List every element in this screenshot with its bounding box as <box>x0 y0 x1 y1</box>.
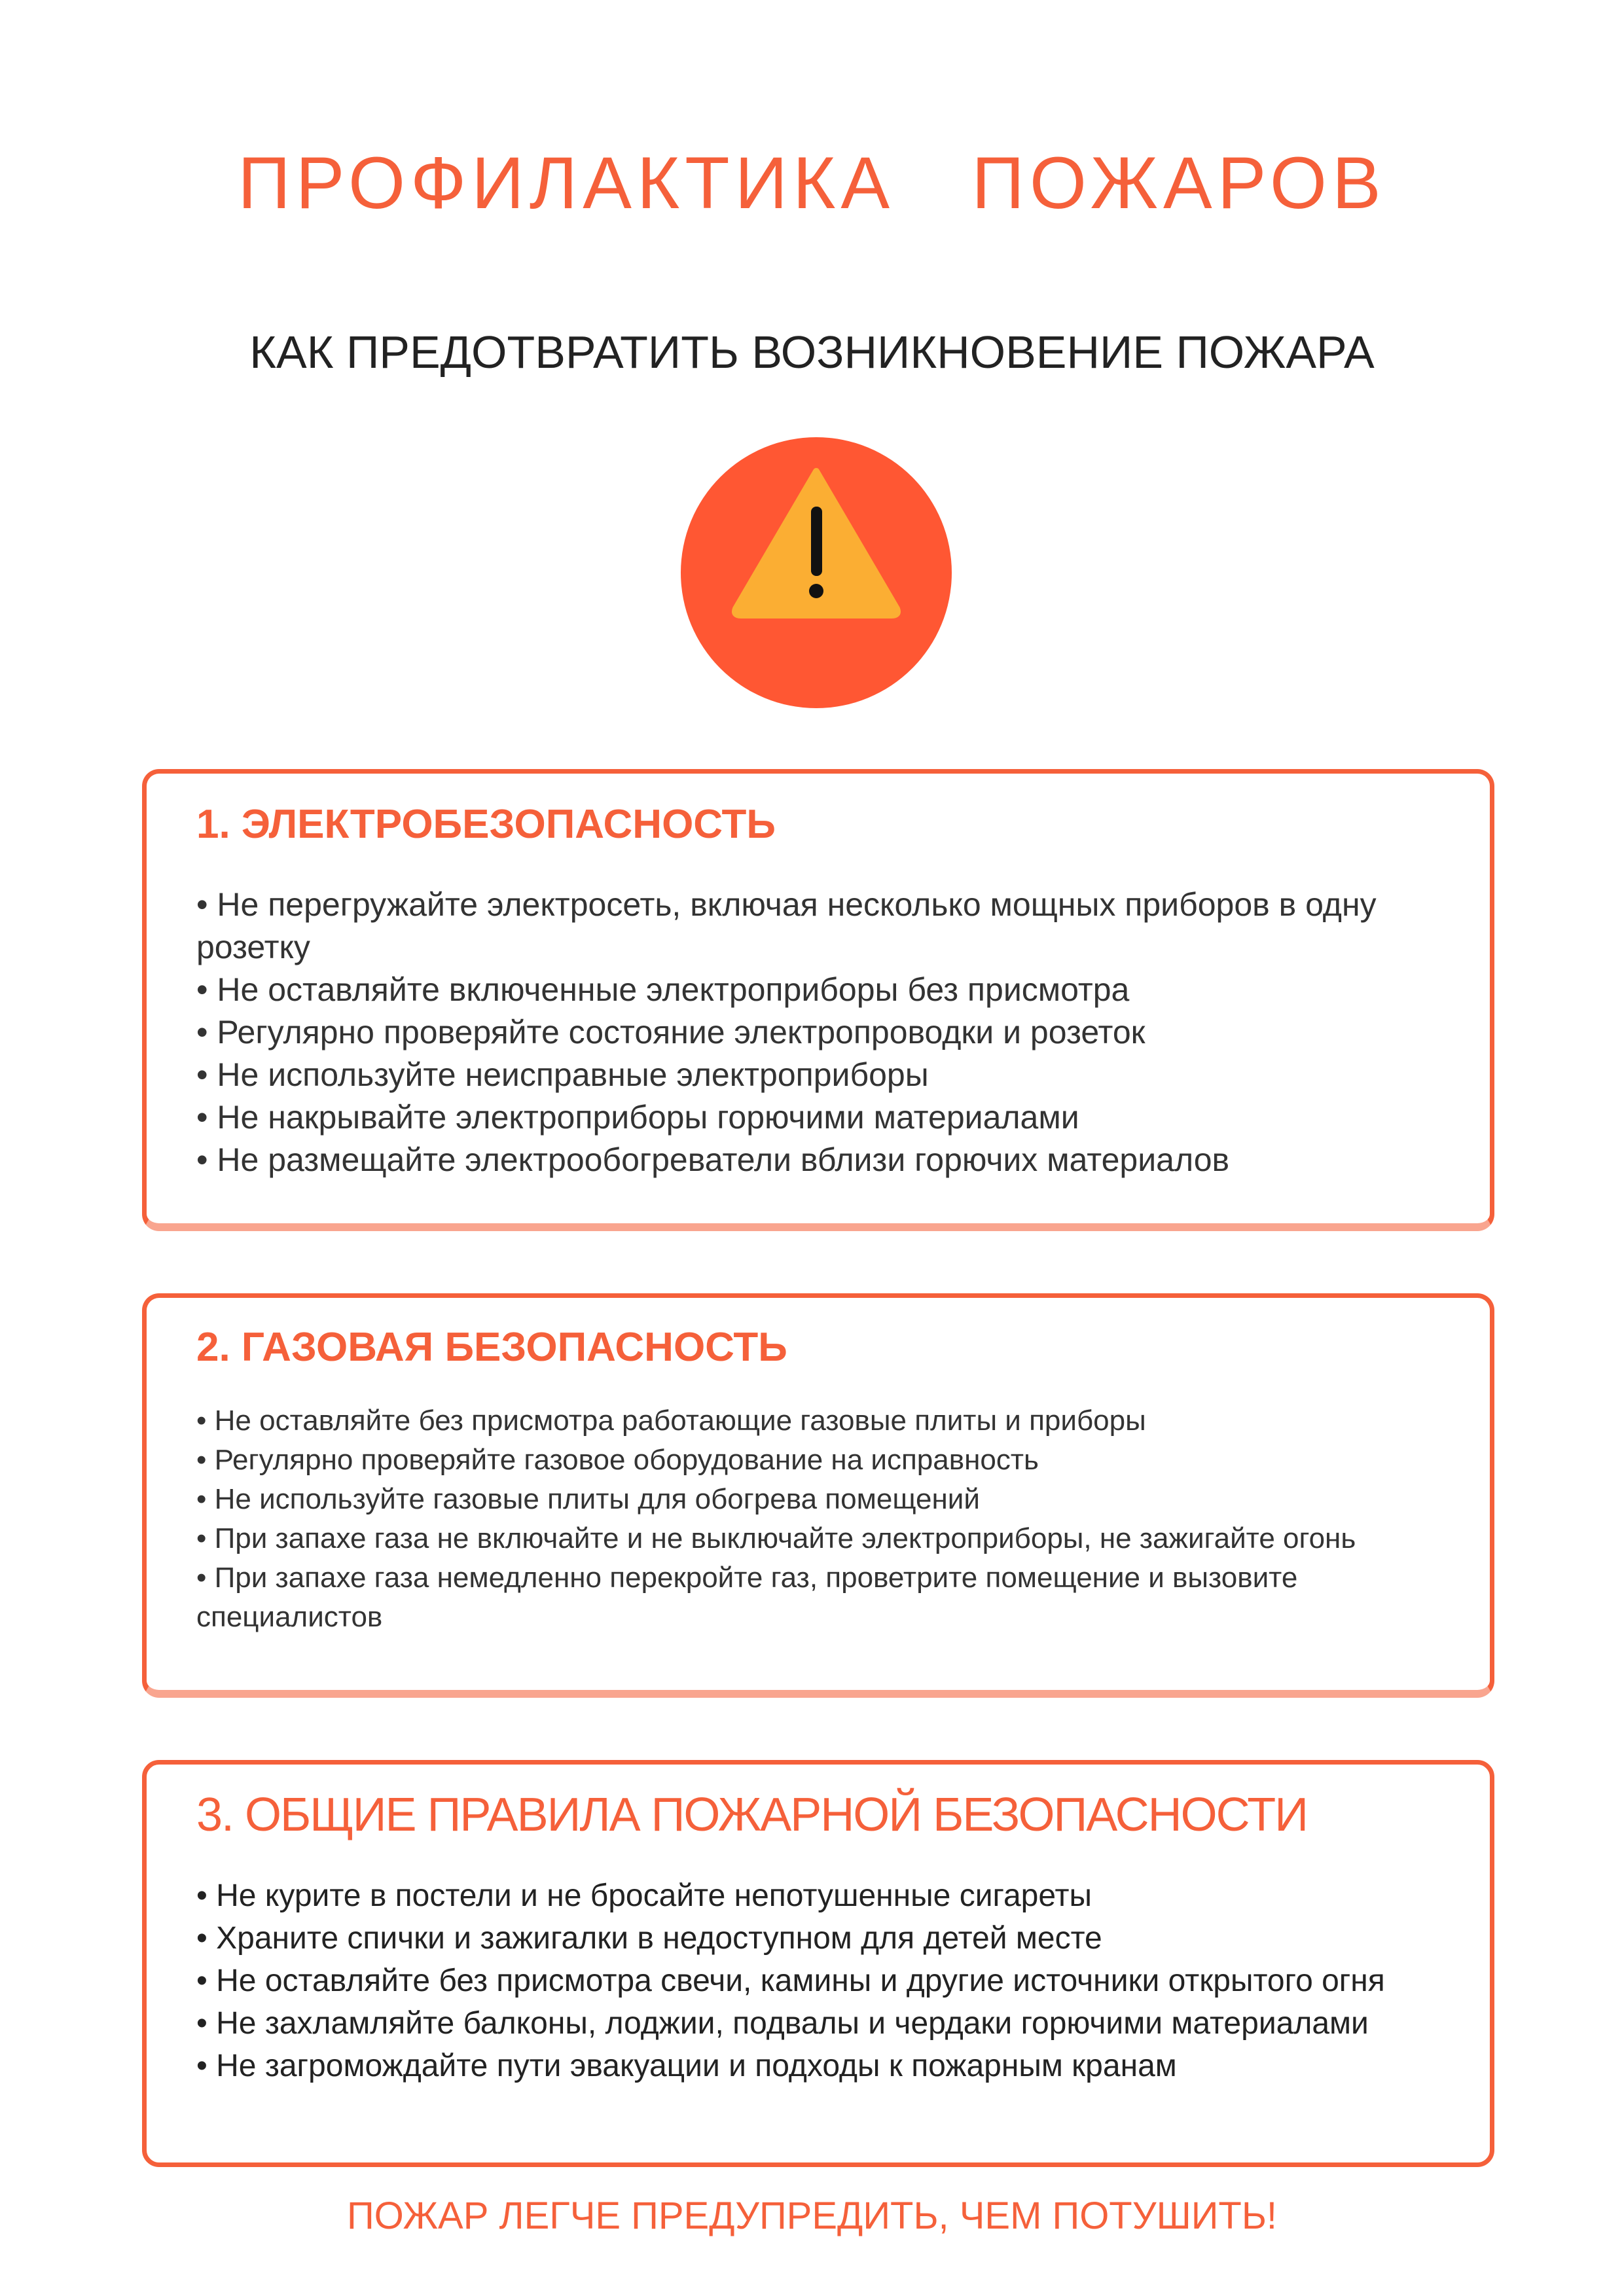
list-item: • При запахе газа немедленно перекройте … <box>196 1562 1298 1633</box>
list-item: • Регулярно проверяйте газовое оборудова… <box>196 1444 1039 1476</box>
section-heading: 2. ГАЗОВАЯ БЕЗОПАСНОСТЬ <box>196 1325 787 1370</box>
footer-slogan: ПОЖАР ЛЕГЧЕ ПРЕДУПРЕДИТЬ, ЧЕМ ПОТУШИТЬ! <box>346 2195 1278 2237</box>
page-title: ПРОФИЛАКТИКА ПОЖАРОВ <box>238 142 1386 224</box>
rule-list: • Не курите в постели и не бросайте непо… <box>196 1874 1451 2087</box>
section-electrical-safety: 1. ЭЛЕКТРОБЕЗОПАСНОСТЬ • Не перегружайте… <box>142 769 1494 1231</box>
list-item: • Не используйте газовые плиты для обогр… <box>196 1483 980 1515</box>
list-item: • Храните спички и зажигалки в недоступн… <box>196 1921 1102 1956</box>
list-item: • Не оставляйте без присмотра свечи, кам… <box>196 1964 1385 1998</box>
list-item: • Не перегружайте электросеть, включая н… <box>196 886 1377 965</box>
rule-list: • Не оставляйте без присмотра работающие… <box>196 1401 1451 1637</box>
list-item: • Не загромождайте пути эвакуации и подх… <box>196 2049 1177 2083</box>
rule-list: • Не перегружайте электросеть, включая н… <box>196 884 1451 1181</box>
list-item: • Не накрывайте электроприборы горючими … <box>196 1099 1079 1136</box>
section-general-rules: 3. ОБЩИЕ ПРАВИЛА ПОЖАРНОЙ БЕЗОПАСНОСТИ •… <box>142 1760 1494 2167</box>
list-item: • Регулярно проверяйте состояние электро… <box>196 1014 1146 1050</box>
section-heading: 3. ОБЩИЕ ПРАВИЛА ПОЖАРНОЙ БЕЗОПАСНОСТИ <box>196 1789 1308 1841</box>
list-item: • Не оставляйте включенные электроприбор… <box>196 971 1130 1008</box>
list-item: • Не используйте неисправные электроприб… <box>196 1056 929 1093</box>
list-item: • Не оставляйте без присмотра работающие… <box>196 1405 1146 1437</box>
section-gas-safety: 2. ГАЗОВАЯ БЕЗОПАСНОСТЬ • Не оставляйте … <box>142 1293 1494 1698</box>
list-item: • Не захламляйте балконы, лоджии, подвал… <box>196 2006 1369 2041</box>
list-item: • Не курите в постели и не бросайте непо… <box>196 1878 1092 1913</box>
page-subtitle: КАК ПРЕДОТВРАТИТЬ ВОЗНИКНОВЕНИЕ ПОЖАРА <box>249 327 1375 378</box>
list-item: • При запахе газа не включайте и не выкл… <box>196 1522 1356 1554</box>
section-heading: 1. ЭЛЕКТРОБЕЗОПАСНОСТЬ <box>196 802 776 847</box>
warning-icon <box>681 437 952 708</box>
exclamation-dot <box>809 584 823 598</box>
exclamation-bar <box>811 507 822 576</box>
list-item: • Не размещайте электрообогреватели вбли… <box>196 1141 1230 1178</box>
